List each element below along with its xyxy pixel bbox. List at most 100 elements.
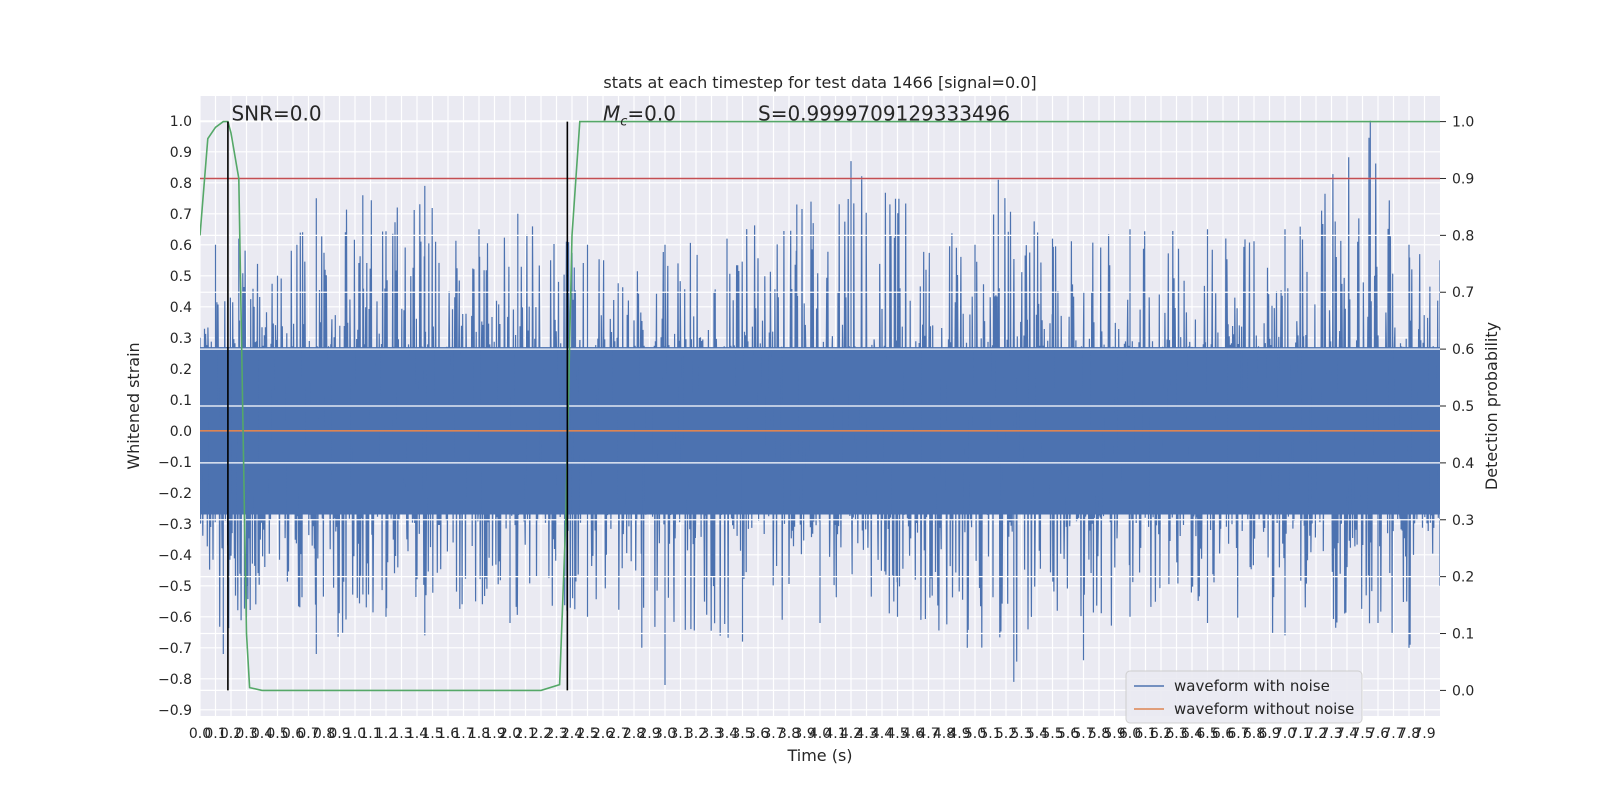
x-tick-label: 3.5 (731, 726, 753, 742)
x-tick-label: 5.1 (979, 726, 1001, 742)
x-tick-label: 1.0 (344, 726, 366, 742)
x-tick-label: 2.8 (623, 726, 645, 742)
y-right-tick-label: 0.0 (1452, 683, 1474, 699)
y-tick-label: 0.2 (170, 362, 192, 378)
annotation-mc-rest: =0.0 (627, 102, 676, 126)
x-tick-label: 5.8 (1088, 726, 1110, 742)
x-tick-label: 4.6 (902, 726, 924, 742)
x-tick-label: 6.2 (1150, 726, 1172, 742)
x-tick-label: 3.9 (793, 726, 815, 742)
x-tick-label: 2.3 (545, 726, 567, 742)
x-tick-label: 7.8 (1398, 726, 1420, 742)
y-right-tick-label: 0.6 (1452, 342, 1474, 358)
y-right-tick-label: 0.2 (1452, 570, 1474, 586)
y-right-tick-label: 0.9 (1452, 171, 1474, 187)
x-tick-label: 1.8 (468, 726, 490, 742)
y-tick-label: 0.1 (170, 393, 192, 409)
y-tick-label: 0.8 (170, 176, 192, 192)
x-tick-label: 4.5 (886, 726, 908, 742)
x-tick-label: 1.5 (421, 726, 443, 742)
legend-box (1125, 670, 1363, 724)
y-tick-label: −0.6 (158, 610, 192, 626)
x-tick-label: 5.7 (1072, 726, 1094, 742)
x-tick-label: 6.6 (1212, 726, 1234, 742)
y-right-tick-label: 0.3 (1452, 513, 1474, 529)
x-tick-label: 2.9 (638, 726, 660, 742)
x-tick-label: 6.3 (1165, 726, 1187, 742)
x-tick-label: 7.2 (1305, 726, 1327, 742)
x-tick-label: 5.6 (1057, 726, 1079, 742)
annotation-mc-sub: c (620, 115, 627, 130)
x-tick-label: 5.3 (1010, 726, 1032, 742)
y-tick-label: −0.1 (158, 455, 192, 471)
y-tick-label: 0.4 (170, 300, 192, 316)
annotation-s: S=0.9999709129333496 (758, 102, 1010, 126)
y-tick-label: 0.0 (170, 424, 192, 440)
x-tick-label: 2.1 (514, 726, 536, 742)
tick-layer: −0.9−0.8−0.7−0.6−0.5−0.4−0.3−0.2−0.10.00… (158, 114, 1474, 742)
chart-title: stats at each timestep for test data 146… (603, 73, 1036, 92)
x-tick-label: 4.4 (871, 726, 893, 742)
x-tick-label: 5.2 (995, 726, 1017, 742)
x-tick-label: 0.4 (251, 726, 273, 742)
x-tick-label: 1.9 (483, 726, 505, 742)
legend-entry-label: waveform without noise (1174, 700, 1354, 718)
y-tick-label: −0.2 (158, 486, 192, 502)
x-tick-label: 6.1 (1134, 726, 1156, 742)
y-tick-label: −0.4 (158, 548, 192, 564)
y-axis-right-label: Detection probability (1482, 322, 1501, 490)
annotation-mc: Mc=0.0 (603, 102, 676, 130)
x-tick-label: 0.8 (313, 726, 335, 742)
x-tick-label: 0.9 (328, 726, 350, 742)
x-tick-label: 0.6 (282, 726, 304, 742)
x-tick-label: 5.9 (1103, 726, 1125, 742)
annotation-mc-main: M (603, 102, 620, 126)
x-tick-label: 5.4 (1026, 726, 1048, 742)
data-layer (200, 120, 1440, 692)
x-tick-label: 3.2 (685, 726, 707, 742)
y-tick-label: 1.0 (170, 114, 192, 130)
x-tick-label: 6.7 (1227, 726, 1249, 742)
y-right-tick-label: 1.0 (1452, 115, 1474, 131)
x-tick-label: 3.8 (778, 726, 800, 742)
x-tick-label: 1.2 (375, 726, 397, 742)
x-tick-label: 4.8 (933, 726, 955, 742)
x-tick-label: 7.6 (1367, 726, 1389, 742)
x-tick-label: 0.0 (189, 726, 211, 742)
y-tick-label: −0.9 (158, 703, 192, 719)
y-right-tick-label: 0.7 (1452, 285, 1474, 301)
x-tick-label: 1.4 (406, 726, 428, 742)
x-tick-label: 2.0 (499, 726, 521, 742)
x-tick-label: 4.7 (917, 726, 939, 742)
x-tick-label: 1.1 (359, 726, 381, 742)
x-tick-label: 1.6 (437, 726, 459, 742)
y-right-tick-label: 0.8 (1452, 228, 1474, 244)
y-tick-label: −0.5 (158, 579, 192, 595)
x-tick-label: 0.5 (266, 726, 288, 742)
y-right-tick-label: 0.5 (1452, 399, 1474, 415)
series-group (200, 120, 1440, 692)
y-tick-label: 0.3 (170, 331, 192, 347)
y-tick-label: 0.9 (170, 145, 192, 161)
x-tick-label: 5.0 (964, 726, 986, 742)
y-axis-label: Whitened strain (124, 342, 143, 469)
x-tick-label: 0.2 (220, 726, 242, 742)
x-tick-label: 2.7 (607, 726, 629, 742)
x-tick-label: 2.5 (576, 726, 598, 742)
y-right-tick-label: 0.4 (1452, 456, 1474, 472)
x-tick-label: 3.3 (700, 726, 722, 742)
x-tick-label: 4.1 (824, 726, 846, 742)
x-tick-label: 6.8 (1243, 726, 1265, 742)
series-waveform-with-noise (200, 120, 1440, 685)
x-tick-label: 6.4 (1181, 726, 1203, 742)
x-tick-label: 7.3 (1320, 726, 1342, 742)
x-tick-label: 7.4 (1336, 726, 1358, 742)
y-right-tick-label: 0.1 (1452, 627, 1474, 643)
x-tick-label: 4.0 (809, 726, 831, 742)
y-tick-label: 0.7 (170, 207, 192, 223)
y-tick-label: 0.5 (170, 269, 192, 285)
x-tick-label: 2.4 (561, 726, 583, 742)
x-tick-label: 7.1 (1289, 726, 1311, 742)
